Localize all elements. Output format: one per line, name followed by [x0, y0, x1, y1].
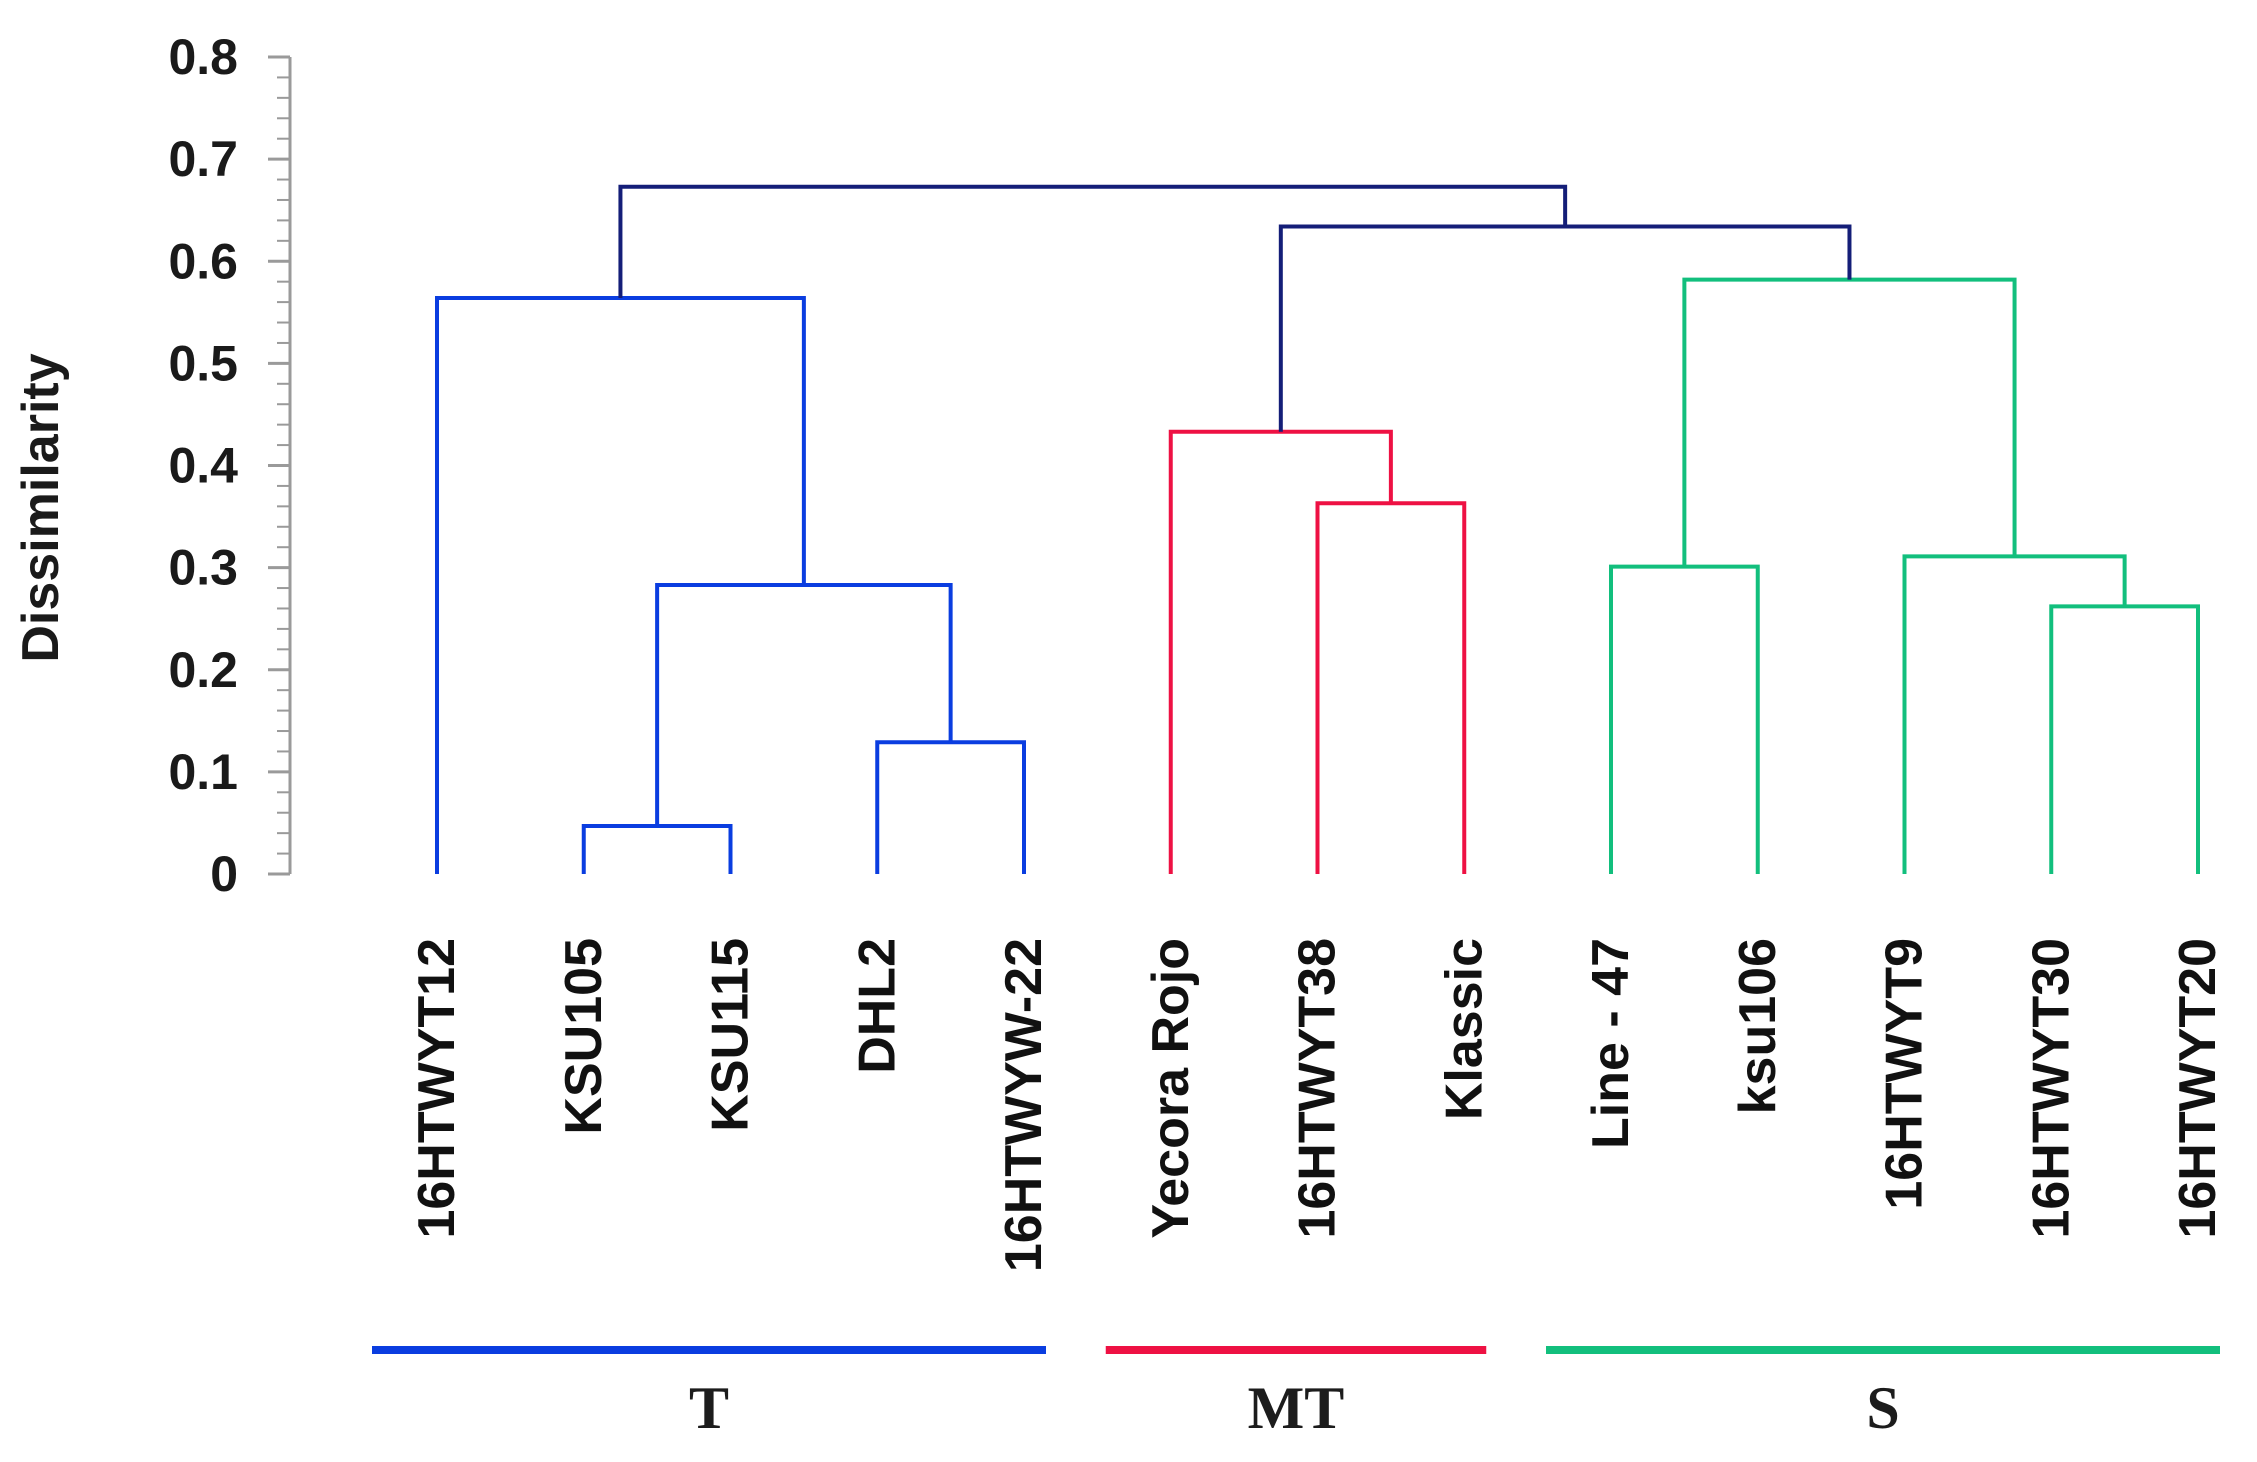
- y-tick-label: 0.6: [168, 233, 238, 289]
- y-axis-title: Dissimilarity: [12, 353, 70, 662]
- dendrogram-link-m11: [1278, 224, 1852, 432]
- y-tick-label: 0.2: [168, 642, 238, 698]
- leaf-label-line-47: Line - 47: [1582, 938, 1640, 1149]
- y-tick-label: 0.5: [168, 335, 238, 391]
- leaf-label-16htwyt38: 16HTWYT38: [1289, 938, 1347, 1239]
- y-tick-label: 0.7: [168, 131, 238, 187]
- leaf-label-ksu105: KSU105: [555, 938, 613, 1135]
- dendrogram-link-m2: [875, 740, 1026, 874]
- leaf-label-16htwyw-22: 16HTWYW-22: [995, 938, 1053, 1272]
- group-label-t: T: [689, 1375, 729, 1441]
- group-label-s: S: [1866, 1375, 1899, 1441]
- dendrogram-link-m9: [1902, 554, 2127, 874]
- dendrogram-link-m8: [2049, 604, 2200, 874]
- leaf-label-klassic: Klassic: [1435, 938, 1493, 1120]
- y-tick-label: 0.1: [168, 744, 238, 800]
- y-axis: 0 0.1 0.2 0.3 0.4 0.5 0.6 0.7 0.8: [168, 29, 292, 902]
- y-tick-label: 0.3: [168, 540, 238, 596]
- y-tick-label: 0.4: [168, 438, 238, 494]
- y-tick-label: 0: [210, 846, 238, 902]
- leaf-label-16htwyt20: 16HTWYT20: [2169, 938, 2227, 1239]
- y-tick-label: 0.8: [168, 29, 238, 85]
- leaf-label-dhl2: DHL2: [848, 938, 906, 1074]
- dendrogram-link-m3: [655, 582, 953, 827]
- dendrogram-link-m7: [1609, 564, 1760, 874]
- dendrogram-link-m10: [1682, 277, 2017, 567]
- leaf-label-16htwyt9: 16HTWYT9: [1876, 938, 1934, 1210]
- cluster-groups: T MT S: [372, 1346, 2220, 1441]
- leaf-label-16htwyt30: 16HTWYT30: [2022, 938, 2080, 1239]
- dendrogram-link-m12: [618, 184, 1568, 299]
- leaf-label-16htwyt12: 16HTWYT12: [408, 938, 466, 1239]
- leaf-label-ksu115: KSU115: [702, 938, 760, 1132]
- dendrogram-link-m5: [1315, 501, 1467, 874]
- dendrogram-link-m6: [1168, 429, 1393, 874]
- group-label-mt: MT: [1248, 1375, 1345, 1441]
- leaf-labels: 16HTWYT12 KSU105 KSU115 DHL2 16HTWYW-22 Yecor…: [408, 938, 2227, 1272]
- dendrogram-links: [435, 184, 2200, 874]
- dendrogram-link-m1: [581, 824, 733, 874]
- leaf-label-ksu106: ksu106: [1729, 938, 1787, 1114]
- leaf-label-yecora-rojo: Yecora Rojo: [1142, 938, 1200, 1239]
